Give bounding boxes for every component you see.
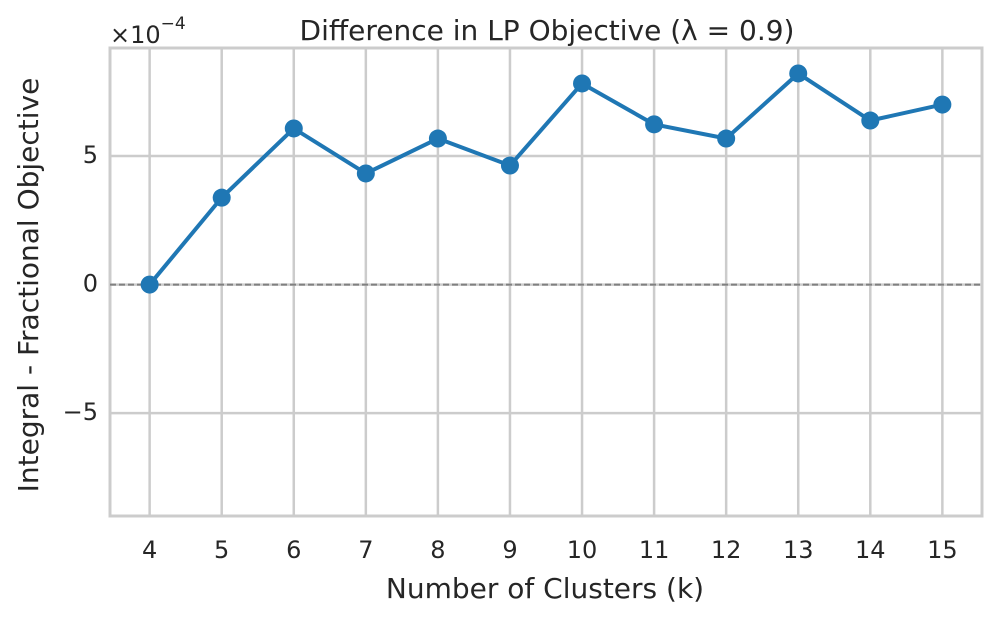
y-offset-base: ×10 bbox=[110, 21, 161, 49]
x-tick-label: 12 bbox=[711, 536, 742, 564]
x-tick-label: 11 bbox=[639, 536, 670, 564]
data-point bbox=[573, 74, 592, 93]
x-tick-label: 13 bbox=[783, 536, 814, 564]
data-point bbox=[861, 111, 880, 130]
data-point bbox=[212, 188, 231, 207]
x-tick-label: 7 bbox=[358, 536, 373, 564]
data-point bbox=[645, 115, 664, 134]
y-tick-label: −5 bbox=[63, 398, 98, 426]
data-point bbox=[428, 129, 447, 148]
chart-title: Difference in LP Objective (λ = 0.9) bbox=[300, 14, 795, 47]
plot-frame bbox=[108, 46, 984, 518]
data-point bbox=[140, 275, 159, 294]
x-tick-label: 4 bbox=[142, 536, 157, 564]
data-point bbox=[356, 164, 375, 183]
x-axis-label: Number of Clusters (k) bbox=[386, 572, 704, 605]
x-tick-label: 8 bbox=[430, 536, 445, 564]
data-point bbox=[284, 119, 303, 138]
y-axis-label: Integral - Fractional Objective bbox=[12, 78, 45, 493]
data-point bbox=[933, 95, 952, 114]
data-point bbox=[789, 64, 808, 83]
x-tick-label: 10 bbox=[567, 536, 598, 564]
x-tick-label: 14 bbox=[855, 536, 886, 564]
y-tick-label: 0 bbox=[83, 270, 98, 298]
data-point bbox=[717, 129, 736, 148]
x-tick-label: 6 bbox=[286, 536, 301, 564]
x-tick-label: 15 bbox=[927, 536, 958, 564]
y-tick-label: 5 bbox=[83, 141, 98, 169]
data-point bbox=[500, 156, 519, 175]
y-offset-label: ×10−4 bbox=[110, 14, 186, 49]
x-tick-label: 5 bbox=[214, 536, 229, 564]
y-offset-exponent: −4 bbox=[161, 14, 186, 34]
x-tick-label: 9 bbox=[502, 536, 517, 564]
series-line bbox=[148, 71, 943, 286]
